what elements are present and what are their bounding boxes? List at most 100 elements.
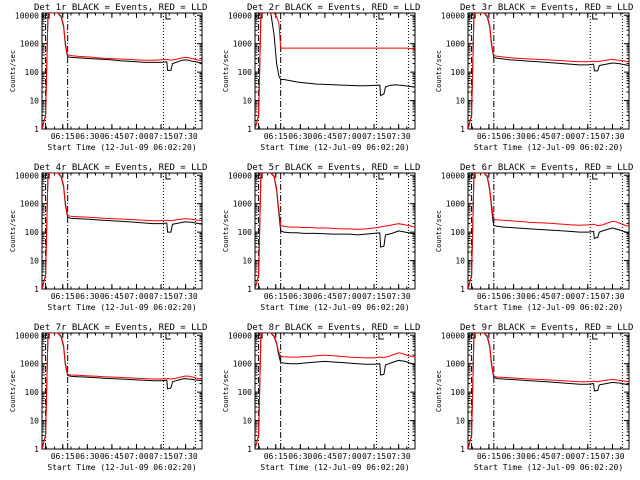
- y-tick-label: 10000: [228, 171, 252, 180]
- x-tick-label: 07:00: [551, 132, 575, 141]
- x-tick-label: 06:30: [288, 452, 312, 461]
- plot-frame: [41, 12, 203, 130]
- plot-frame: [41, 172, 203, 290]
- chart-title: Det 3r BLACK = Events, RED = LLD: [460, 3, 633, 13]
- x-tick-label: 07:30: [387, 292, 411, 301]
- plot-frame: [254, 332, 416, 450]
- x-tick-label: 06:30: [288, 132, 312, 141]
- y-tick-label: 100: [25, 228, 40, 237]
- x-tick-label: 06:30: [502, 292, 526, 301]
- series-line-lld: [255, 173, 415, 289]
- x-tick-label: 07:15: [362, 292, 386, 301]
- y-tick-label: 1: [247, 285, 252, 294]
- x-tick-label: 06:15: [477, 132, 501, 141]
- y-axis-label: Counts/sec: [435, 210, 443, 252]
- x-axis-label: Start Time (12-Jul-09 06:02:20): [260, 143, 409, 152]
- series-group: [468, 13, 629, 129]
- bracket-marker: [378, 173, 384, 180]
- x-axis-label: Start Time (12-Jul-09 06:02:20): [474, 143, 623, 152]
- series-group: [255, 13, 415, 129]
- x-tick-label: 06:15: [477, 292, 501, 301]
- y-axis-label: Counts/sec: [9, 210, 17, 252]
- x-tick-label: 06:45: [526, 132, 550, 141]
- x-tick-label: 07:30: [600, 292, 624, 301]
- chart-panel-3: Det 3r BLACK = Events, RED = LLD 1 10 100 10…: [435, 3, 633, 152]
- y-axis-label: Counts/sec: [222, 370, 230, 412]
- x-axis-label: Start Time (12-Jul-09 06:02:20): [47, 463, 196, 472]
- x-tick-label: 06:45: [526, 292, 550, 301]
- y-axis-label: Counts/sec: [435, 370, 443, 412]
- series-line-events: [468, 333, 629, 449]
- x-tick-label: 07:30: [387, 132, 411, 141]
- start-marker: [255, 333, 263, 339]
- y-tick-label: 100: [451, 228, 466, 237]
- x-tick-label: 07:15: [362, 132, 386, 141]
- x-tick-label: 07:30: [174, 292, 198, 301]
- bracket-marker: [165, 173, 171, 180]
- chart-panel-5: Det 5r BLACK = Events, RED = LLD 1 10 100 10…: [222, 163, 420, 312]
- start-marker: [255, 13, 263, 19]
- y-tick-label: 100: [25, 388, 40, 397]
- y-tick-label: 100: [25, 68, 40, 77]
- bracket-marker: [378, 333, 384, 340]
- x-tick-label: 06:30: [75, 132, 99, 141]
- chart-title: Det 5r BLACK = Events, RED = LLD: [247, 163, 420, 173]
- chart-panel-2: Det 2r BLACK = Events, RED = LLD 1 10 100 10…: [222, 3, 420, 152]
- y-tick-label: 10: [242, 97, 252, 106]
- y-tick-label: 1: [34, 285, 39, 294]
- y-axis-label: Counts/sec: [9, 370, 17, 412]
- y-tick-label: 10: [29, 97, 39, 106]
- x-tick-label: 07:00: [124, 132, 148, 141]
- y-tick-label: 1000: [446, 200, 465, 209]
- chart-panel-6: Det 6r BLACK = Events, RED = LLD 1 10 100 10…: [435, 163, 633, 312]
- start-marker: [255, 173, 263, 179]
- y-tick-label: 10: [455, 257, 465, 266]
- chart-panel-1: Det 1r BLACK = Events, RED = LLD 1 10 100 10…: [9, 3, 207, 152]
- x-tick-label: 06:30: [75, 292, 99, 301]
- x-tick-label: 06:30: [75, 452, 99, 461]
- x-axis-label: Start Time (12-Jul-09 06:02:20): [474, 463, 623, 472]
- x-tick-label: 07:30: [600, 132, 624, 141]
- x-tick-label: 07:15: [576, 132, 600, 141]
- series-line-lld: [255, 333, 415, 449]
- y-tick-label: 10: [455, 97, 465, 106]
- x-tick-label: 06:15: [264, 292, 288, 301]
- y-tick-label: 1000: [233, 360, 252, 369]
- bracket-marker: [378, 13, 384, 20]
- y-tick-label: 10000: [15, 331, 39, 340]
- series-line-events: [42, 333, 202, 449]
- y-tick-label: 1000: [233, 40, 252, 49]
- x-tick-label: 06:15: [51, 452, 75, 461]
- chart-title: Det 6r BLACK = Events, RED = LLD: [460, 163, 633, 173]
- bracket-marker: [592, 333, 598, 340]
- y-tick-label: 10: [29, 417, 39, 426]
- y-tick-label: 1000: [20, 40, 39, 49]
- plot-frame: [467, 12, 630, 130]
- series-line-events: [42, 173, 202, 289]
- x-tick-label: 07:00: [551, 452, 575, 461]
- x-tick-label: 07:15: [576, 292, 600, 301]
- series-line-events: [468, 173, 629, 289]
- y-tick-label: 1000: [20, 360, 39, 369]
- x-tick-label: 07:30: [174, 452, 198, 461]
- y-tick-label: 1: [460, 285, 465, 294]
- series-line-lld: [468, 13, 629, 129]
- series-line-lld: [42, 333, 202, 449]
- chart-title: Det 9r BLACK = Events, RED = LLD: [460, 323, 633, 333]
- x-tick-label: 07:30: [387, 452, 411, 461]
- series-line-lld: [42, 13, 202, 129]
- plot-frame: [254, 12, 416, 130]
- plot-frame: [467, 332, 630, 450]
- chart-title: Det 2r BLACK = Events, RED = LLD: [247, 3, 420, 13]
- bracket-marker: [165, 333, 171, 340]
- x-tick-label: 07:00: [337, 132, 361, 141]
- x-tick-label: 06:45: [313, 132, 337, 141]
- y-tick-label: 10000: [441, 11, 465, 20]
- y-tick-label: 1000: [233, 200, 252, 209]
- plot-frame: [467, 172, 630, 290]
- start-marker: [42, 173, 50, 179]
- x-axis-label: Start Time (12-Jul-09 06:02:20): [47, 303, 196, 312]
- x-tick-label: 06:45: [100, 292, 124, 301]
- series-line-lld: [255, 13, 415, 129]
